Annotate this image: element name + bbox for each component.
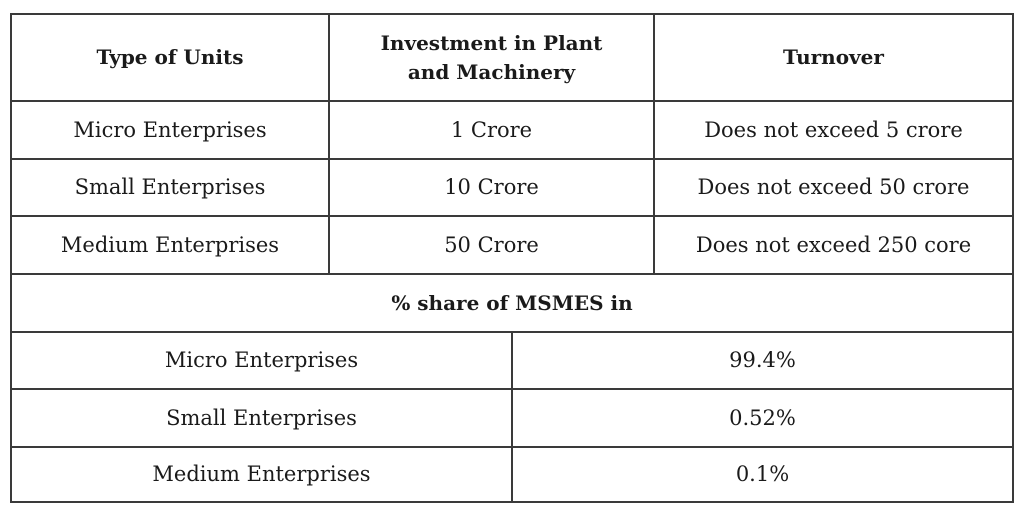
share-type: Medium Enterprises — [152, 462, 371, 486]
cell-type: Small Enterprises — [74, 175, 266, 199]
share-row-micro: Micro Enterprises 99.4% — [12, 333, 1012, 390]
header-turnover: Turnover — [653, 15, 1012, 100]
cell-turnover: Does not exceed 250 core — [653, 217, 1012, 273]
header-investment-label: Investment in Plant and Machinery — [380, 30, 603, 84]
table-row-small: Small Enterprises 10 Crore Does not exce… — [12, 160, 1012, 217]
table-row-micro: Micro Enterprises 1 Crore Does not excee… — [12, 102, 1012, 160]
share-type: Micro Enterprises — [164, 348, 359, 372]
cell-turnover: Does not exceed 5 crore — [653, 102, 1012, 158]
share-type: Small Enterprises — [166, 405, 357, 430]
cell-investment: 10 Crore — [328, 160, 653, 215]
header-investment: Investment in Plant and Machinery — [328, 15, 653, 100]
cell-type: Micro Enterprises — [73, 117, 267, 142]
share-value: 99.4% — [511, 333, 1012, 388]
cell-type: Medium Enterprises — [60, 232, 280, 257]
share-row-medium: Medium Enterprises 0.1% — [12, 448, 1012, 501]
share-value: 0.1% — [511, 448, 1012, 501]
cell-turnover: Does not exceed 50 crore — [653, 160, 1012, 215]
header-row: Type of Units Investment in Plant and Ma… — [12, 15, 1012, 102]
share-row-small: Small Enterprises 0.52% — [12, 390, 1012, 448]
msme-table: Type of Units Investment in Plant and Ma… — [10, 13, 1014, 503]
share-title-row: % share of MSMES in — [12, 275, 1012, 333]
share-title: % share of MSMES in — [391, 290, 633, 315]
share-value: 0.52% — [511, 390, 1012, 446]
cell-investment: 1 Crore — [328, 102, 653, 158]
header-type-of-units: Type of Units — [96, 45, 244, 69]
table-row-medium: Medium Enterprises 50 Crore Does not exc… — [12, 217, 1012, 275]
cell-investment: 50 Crore — [328, 217, 653, 273]
